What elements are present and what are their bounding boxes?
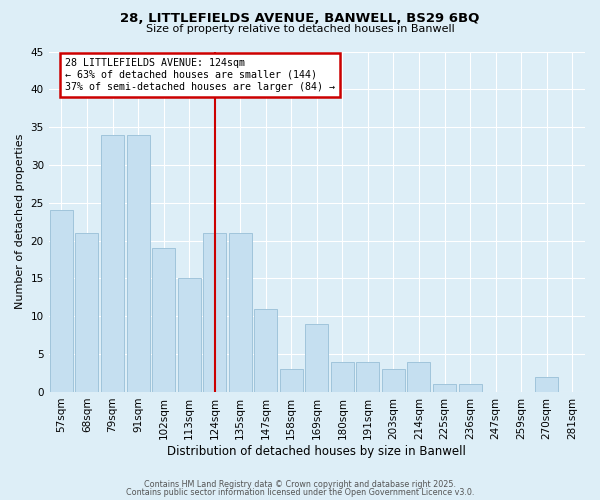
Text: Contains HM Land Registry data © Crown copyright and database right 2025.: Contains HM Land Registry data © Crown c… [144, 480, 456, 489]
Bar [407, 362, 430, 392]
Bar [229, 233, 252, 392]
Text: Contains public sector information licensed under the Open Government Licence v3: Contains public sector information licen… [126, 488, 474, 497]
Bar [254, 308, 277, 392]
Text: 28 LITTLEFIELDS AVENUE: 124sqm
← 63% of detached houses are smaller (144)
37% of: 28 LITTLEFIELDS AVENUE: 124sqm ← 63% of … [65, 58, 335, 92]
Bar [76, 233, 98, 392]
Bar [433, 384, 456, 392]
Bar [203, 233, 226, 392]
Bar [280, 370, 303, 392]
Bar [331, 362, 354, 392]
Bar [458, 384, 482, 392]
Text: 28, LITTLEFIELDS AVENUE, BANWELL, BS29 6BQ: 28, LITTLEFIELDS AVENUE, BANWELL, BS29 6… [121, 12, 479, 26]
X-axis label: Distribution of detached houses by size in Banwell: Distribution of detached houses by size … [167, 444, 466, 458]
Text: Size of property relative to detached houses in Banwell: Size of property relative to detached ho… [146, 24, 454, 34]
Bar [382, 370, 405, 392]
Bar [50, 210, 73, 392]
Bar [127, 134, 149, 392]
Bar [305, 324, 328, 392]
Bar [178, 278, 200, 392]
Bar [152, 248, 175, 392]
Y-axis label: Number of detached properties: Number of detached properties [15, 134, 25, 310]
Bar [356, 362, 379, 392]
Bar [101, 134, 124, 392]
Bar [535, 377, 558, 392]
